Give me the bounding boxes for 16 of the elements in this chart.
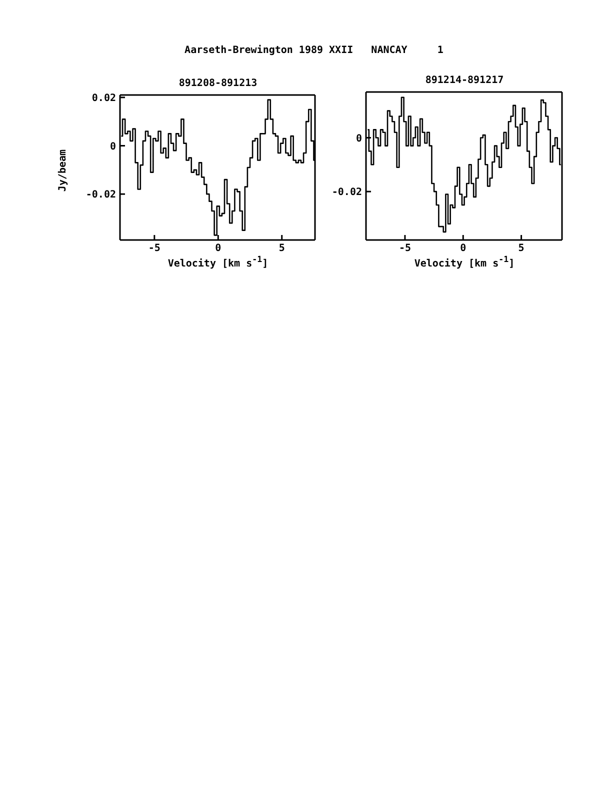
y-axis-title: Jy/beam [58,148,68,194]
chart-title: 891208-891213 [178,78,258,89]
x-tick-label: 0 [215,243,222,254]
y-tick-label: 0.02 [92,92,116,104]
chart-title: 891214-891217 [424,75,505,86]
y-tick-label: -0.02 [332,187,362,198]
x-tick-label: 5 [278,243,285,254]
text: Aarseth-Brewington 1989 XXII NANCAY 1 [184,45,444,56]
y-tick-label: -0.02 [86,190,116,201]
x-tick-label: -5 [148,243,160,254]
y-tick-label: 0 [110,141,116,152]
x-tick-label: 0 [460,243,466,254]
x-tick-label: -5 [398,243,411,254]
x-axis-title: Velocity [km s$^{-1}$] [166,254,270,270]
x-tick-label: 5 [518,243,524,254]
x-axis-title: Velocity [km s$^{-1}$] [413,254,516,270]
